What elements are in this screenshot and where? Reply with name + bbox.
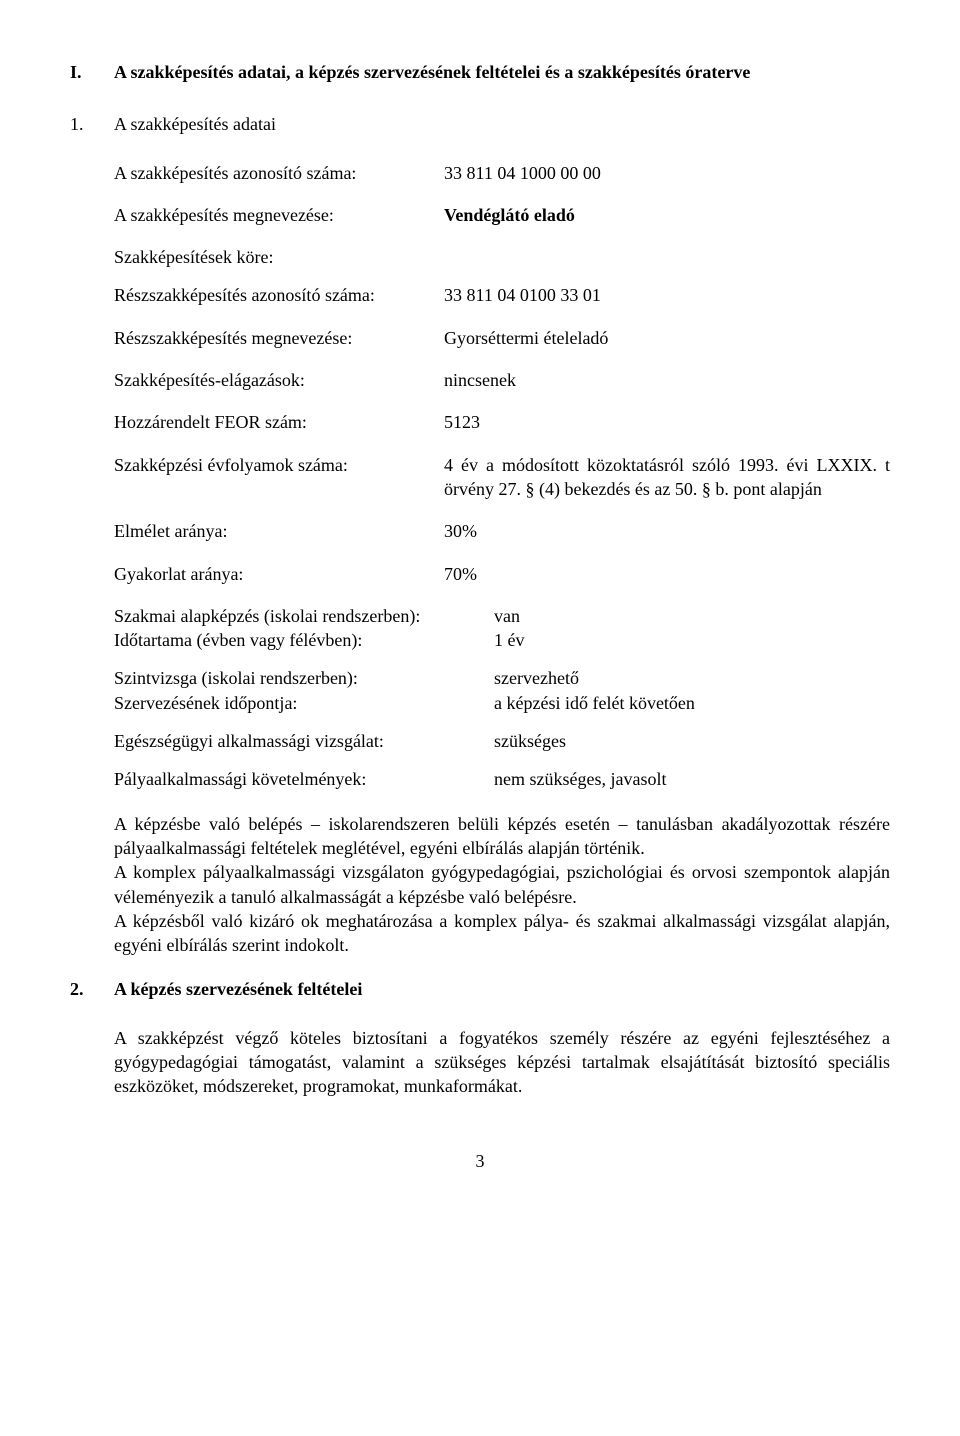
gyakorlat-value: 70%: [444, 562, 890, 586]
szintvizsga-label: Szintvizsga (iskolai rendszerben):: [114, 666, 494, 690]
korok-label: Szakképesítések köre:: [114, 245, 890, 269]
section2-para: A szakképzést végző köteles biztosítani …: [114, 1026, 890, 1099]
szervezes-value: a képzési idő felét követően: [494, 691, 890, 715]
section2-num: 2.: [70, 977, 114, 1001]
heading-roman: I.: [70, 60, 114, 84]
elmelet-value: 30%: [444, 519, 890, 543]
elagazasok-label: Szakképesítés-elágazások:: [114, 368, 444, 392]
palya-value: nem szükséges, javasolt: [494, 767, 890, 791]
megnevezes-value: Vendéglátó eladó: [444, 203, 890, 227]
section1-para3: A képzésből való kizáró ok meghatározása…: [114, 909, 890, 958]
egeszseg-label: Egészségügyi alkalmassági vizsgálat:: [114, 729, 494, 753]
szintvizsga-value: szervezhető: [494, 666, 890, 690]
evfolyam-value: 4 év a módosított közoktatásról szóló 19…: [444, 453, 890, 502]
feor-value: 5123: [444, 410, 890, 434]
page-number: 3: [70, 1149, 890, 1173]
idotartam-value: 1 év: [494, 628, 890, 652]
idotartam-label: Időtartama (évben vagy félévben):: [114, 628, 494, 652]
alapkepzes-label: Szakmai alapképzés (iskolai rendszerben)…: [114, 604, 494, 628]
ressz-azonosito-label: Részszakképesítés azonosító száma:: [114, 283, 444, 307]
gyakorlat-label: Gyakorlat aránya:: [114, 562, 444, 586]
elmelet-label: Elmélet aránya:: [114, 519, 444, 543]
section1-num: 1.: [70, 112, 114, 136]
heading-title: A szakképesítés adatai, a képzés szervez…: [114, 60, 750, 84]
section1-para1: A képzésbe való belépés – iskolarendszer…: [114, 812, 890, 861]
section2-title: A képzés szervezésének feltételei: [114, 977, 362, 1001]
ressz-megnevezes-value: Gyorséttermi ételeladó: [444, 326, 890, 350]
palya-label: Pályaalkalmassági követelmények:: [114, 767, 494, 791]
ressz-azonosito-value: 33 811 04 0100 33 01: [444, 283, 890, 307]
egeszseg-value: szükséges: [494, 729, 890, 753]
feor-label: Hozzárendelt FEOR szám:: [114, 410, 444, 434]
ressz-megnevezes-label: Részszakképesítés megnevezése:: [114, 326, 444, 350]
section1-para2: A komplex pályaalkalmassági vizsgálaton …: [114, 860, 890, 909]
evfolyam-label: Szakképzési évfolyamok száma:: [114, 453, 444, 477]
elagazasok-value: nincsenek: [444, 368, 890, 392]
megnevezes-label: A szakképesítés megnevezése:: [114, 203, 444, 227]
alapkepzes-value: van: [494, 604, 890, 628]
szervezes-label: Szervezésének időpontja:: [114, 691, 494, 715]
azonosito-value: 33 811 04 1000 00 00: [444, 161, 890, 185]
azonosito-label: A szakképesítés azonosító száma:: [114, 161, 444, 185]
section1-title: A szakképesítés adatai: [114, 112, 276, 136]
